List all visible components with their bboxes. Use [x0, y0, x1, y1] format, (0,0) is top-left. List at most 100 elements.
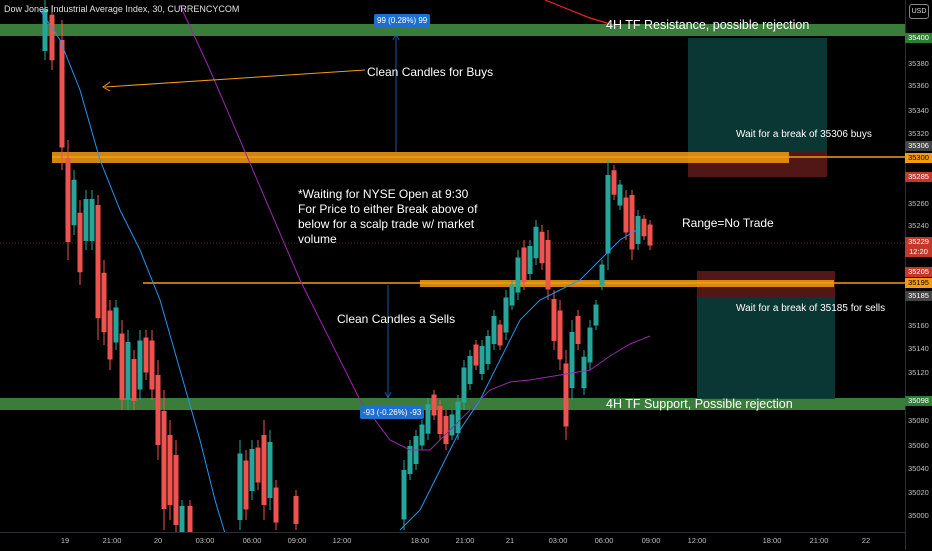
clean-sells-label: Clean Candles a Sells [337, 312, 456, 326]
candle-body [42, 9, 48, 51]
symbol-title: Dow Jones Industrial Average Index, 30, … [4, 4, 240, 14]
time-axis[interactable] [0, 532, 905, 551]
time-tick-label: 20 [153, 536, 163, 545]
waiting-line-1: *Waiting for NYSE Open at 9:30 [298, 187, 469, 201]
candle-body [49, 14, 55, 61]
ema-red-line [544, 0, 611, 25]
candle-body [563, 363, 569, 427]
candle-body [461, 367, 467, 403]
candle-body [161, 411, 167, 509]
candle-body [509, 284, 515, 306]
price-badge: 35306 [905, 141, 932, 151]
candle-body [527, 246, 533, 274]
time-tick-label: 03:00 [195, 536, 215, 545]
price-badge: 35195 [905, 278, 932, 288]
time-tick-label: 21:00 [809, 536, 829, 545]
support-label: 4H TF Support, Possible rejection [606, 397, 793, 411]
measure-up-tag[interactable]: 99 (0.28%) 99 [374, 14, 431, 27]
candle-body [485, 336, 491, 364]
candle-body [113, 307, 119, 343]
sell-target-box[interactable] [697, 297, 835, 399]
candle-body [425, 404, 431, 434]
ema-slow-line [179, 4, 651, 451]
wait-sells-label: Wait for a break of 35185 for sells [736, 303, 886, 314]
price-badge: 35205 [905, 267, 932, 277]
price-tick-label: 35060 [908, 441, 929, 450]
candle-body [243, 460, 249, 510]
price-tick-label: 35080 [908, 416, 929, 425]
candle-body [521, 247, 527, 283]
candle-body [497, 324, 503, 346]
price-badge: 35185 [905, 291, 932, 301]
candle-body [261, 435, 267, 505]
price-tick-label: 35380 [908, 59, 929, 68]
candle-body [137, 340, 143, 390]
wait-buys-label: Wait for a break of 35306 buys [736, 129, 872, 140]
price-badge: 12:20 [905, 247, 932, 257]
candle-body [581, 356, 587, 389]
candle-body [71, 179, 77, 226]
ema-blue-recovery [399, 227, 641, 531]
price-tick-label: 35360 [908, 81, 929, 90]
price-badge: 35098 [905, 396, 932, 406]
candle-body [551, 299, 557, 341]
candle-body [273, 487, 279, 523]
candle-body [83, 199, 89, 241]
candle-body [491, 316, 497, 344]
candle-body [65, 158, 71, 242]
candle-body [179, 506, 185, 534]
candle-body [187, 506, 193, 534]
candle-body [557, 310, 563, 360]
price-tick-label: 35320 [908, 129, 929, 138]
candle-body [149, 340, 155, 390]
candle-body [593, 304, 599, 326]
candle-body [249, 449, 255, 491]
support-zone[interactable] [0, 398, 905, 410]
time-tick-label: 03:00 [548, 536, 568, 545]
measure-down-tag[interactable]: -93 (-0.26%) -93 [360, 406, 425, 419]
price-badge: 35285 [905, 172, 932, 182]
ema-fast-line [39, 9, 231, 550]
price-tick-label: 35260 [908, 199, 929, 208]
candle-body [173, 455, 179, 525]
candle-body [515, 257, 521, 293]
currency-badge[interactable]: USD [909, 4, 929, 19]
resistance-zone[interactable] [0, 24, 905, 36]
candle-body [599, 264, 605, 286]
candle-body [59, 40, 65, 148]
candle-body [641, 218, 647, 237]
candle-body [237, 453, 243, 520]
price-tick-label: 35040 [908, 464, 929, 473]
time-tick-label: 06:00 [594, 536, 614, 545]
candles-group[interactable] [42, 0, 653, 540]
candle-body [119, 333, 125, 400]
price-badge: 35229 [905, 237, 932, 247]
candle-body [89, 199, 95, 241]
candle-body [575, 316, 581, 344]
time-tick-label: 18:00 [762, 536, 782, 545]
candle-body [635, 216, 641, 244]
candle-body [647, 224, 653, 246]
time-tick-label: 12:00 [687, 536, 707, 545]
measure-down-head [384, 391, 392, 399]
candle-body [539, 231, 545, 264]
price-tick-label: 35340 [908, 106, 929, 115]
resistance-label: 4H TF Resistance, possible rejection [606, 18, 810, 32]
time-tick-label: 21:00 [102, 536, 122, 545]
buy-target-box[interactable] [688, 38, 827, 152]
candle-body [443, 416, 449, 444]
time-tick-label: 12:00 [332, 536, 352, 545]
candle-body [431, 394, 437, 416]
candle-body [419, 424, 425, 446]
candle-body [167, 435, 173, 505]
candle-body [449, 414, 455, 436]
candle-body [545, 240, 551, 290]
candle-body [533, 226, 539, 259]
candle-body [479, 346, 485, 374]
clean-buys-label: Clean Candles for Buys [367, 65, 494, 79]
candle-body [293, 496, 299, 524]
candle-body [455, 401, 461, 434]
candle-body [611, 170, 617, 195]
candle-body [407, 446, 413, 474]
